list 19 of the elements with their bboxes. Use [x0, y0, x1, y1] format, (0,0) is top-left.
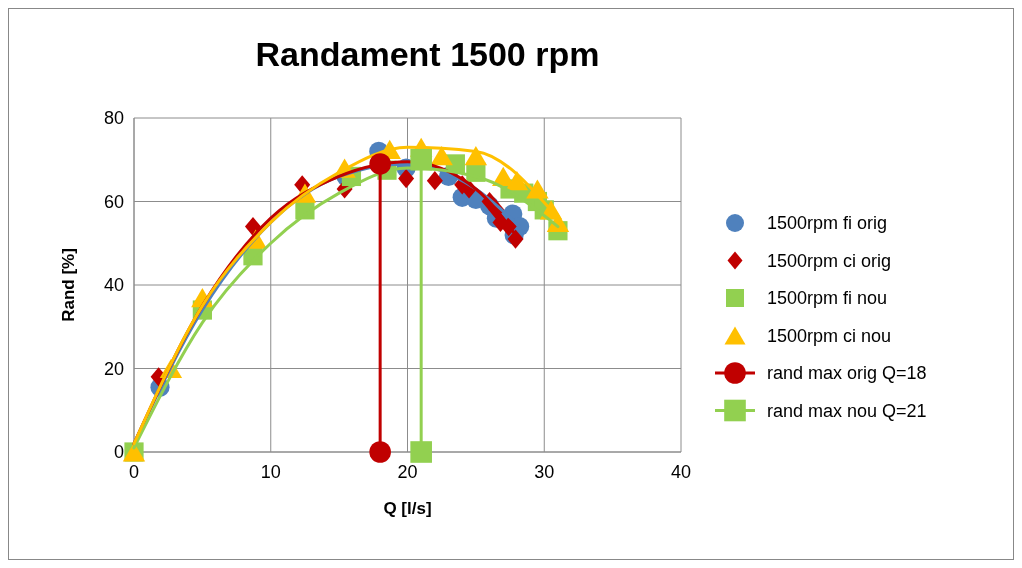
- x-axis-title: Q [l/s]: [383, 499, 432, 518]
- x-tick-label: 20: [397, 462, 418, 482]
- legend-label: 1500rpm fi nou: [767, 288, 888, 308]
- x-tick-label: 10: [260, 462, 281, 482]
- y-tick-label: 40: [103, 275, 124, 295]
- chart-title: Randament 1500 rpm: [255, 35, 600, 73]
- y-tick-label: 20: [103, 358, 124, 379]
- y-tick-label: 80: [103, 108, 124, 128]
- legend-label: 1500rpm ci nou: [767, 325, 892, 346]
- x-tick-label: 40: [670, 462, 692, 482]
- legend-label: 1500rpm ci orig: [767, 250, 892, 271]
- x-tick-label: 0: [128, 462, 140, 482]
- legend-label: rand max orig Q=18: [767, 363, 927, 383]
- y-tick-label: 0: [113, 442, 124, 462]
- legend-label: rand max nou Q=21: [767, 400, 927, 421]
- y-tick-label: 60: [103, 191, 124, 212]
- y-axis-title: Rand [%]: [59, 248, 78, 322]
- legend-label: 1500rpm fi orig: [767, 213, 888, 233]
- x-tick-label: 30: [534, 462, 555, 482]
